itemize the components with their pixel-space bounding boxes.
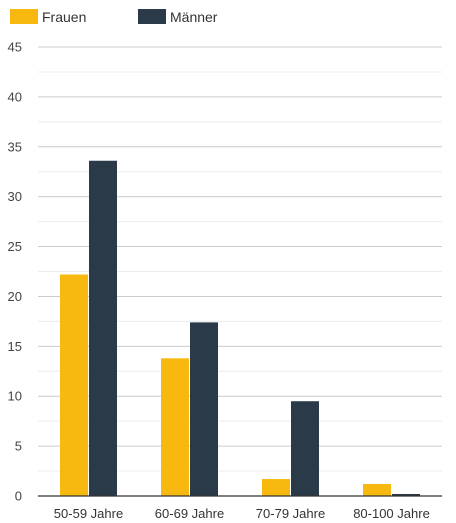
y-tick-label: 20 [8, 289, 22, 304]
legend-swatch-m-nner [138, 9, 166, 24]
bar-frauen-3 [262, 479, 290, 496]
bar-m-nner-3 [291, 401, 319, 496]
legend-label-frauen: Frauen [42, 9, 86, 25]
x-axis: 50-59 Jahre 60-69 Jahre 70-79 Jahre 80-100 … [38, 495, 442, 521]
y-tick-label: 5 [15, 439, 22, 454]
y-tick-label: 25 [8, 239, 22, 254]
y-tick-label: 15 [8, 339, 22, 354]
bar-m-nner-2 [190, 322, 218, 496]
bar-frauen-2 [161, 358, 189, 496]
legend: Frauen Männer [10, 9, 218, 25]
bar-frauen-4 [363, 484, 391, 496]
legend-swatch-frauen [10, 9, 38, 24]
x-category-label: 70-79 Jahre [256, 506, 325, 521]
y-tick-label: 10 [8, 389, 22, 404]
bars [60, 160, 420, 496]
x-category-label: 60-69 Jahre [155, 506, 224, 521]
y-tick-label: 0 [15, 489, 22, 504]
y-tick-label: 45 [8, 40, 22, 55]
y-tick-label: 35 [8, 139, 22, 154]
y-axis: 0 5 10 15 20 25 30 35 40 45 [8, 40, 22, 504]
bar-m-nner-4 [392, 494, 420, 496]
y-tick-label: 30 [8, 189, 22, 204]
bar-frauen-1 [60, 274, 88, 496]
legend-label-m-nner: Männer [170, 9, 218, 25]
bar-m-nner-1 [89, 160, 117, 496]
x-category-label: 50-59 Jahre [54, 506, 123, 521]
x-category-label: 80-100 Jahre [353, 506, 430, 521]
y-tick-label: 40 [8, 89, 22, 104]
